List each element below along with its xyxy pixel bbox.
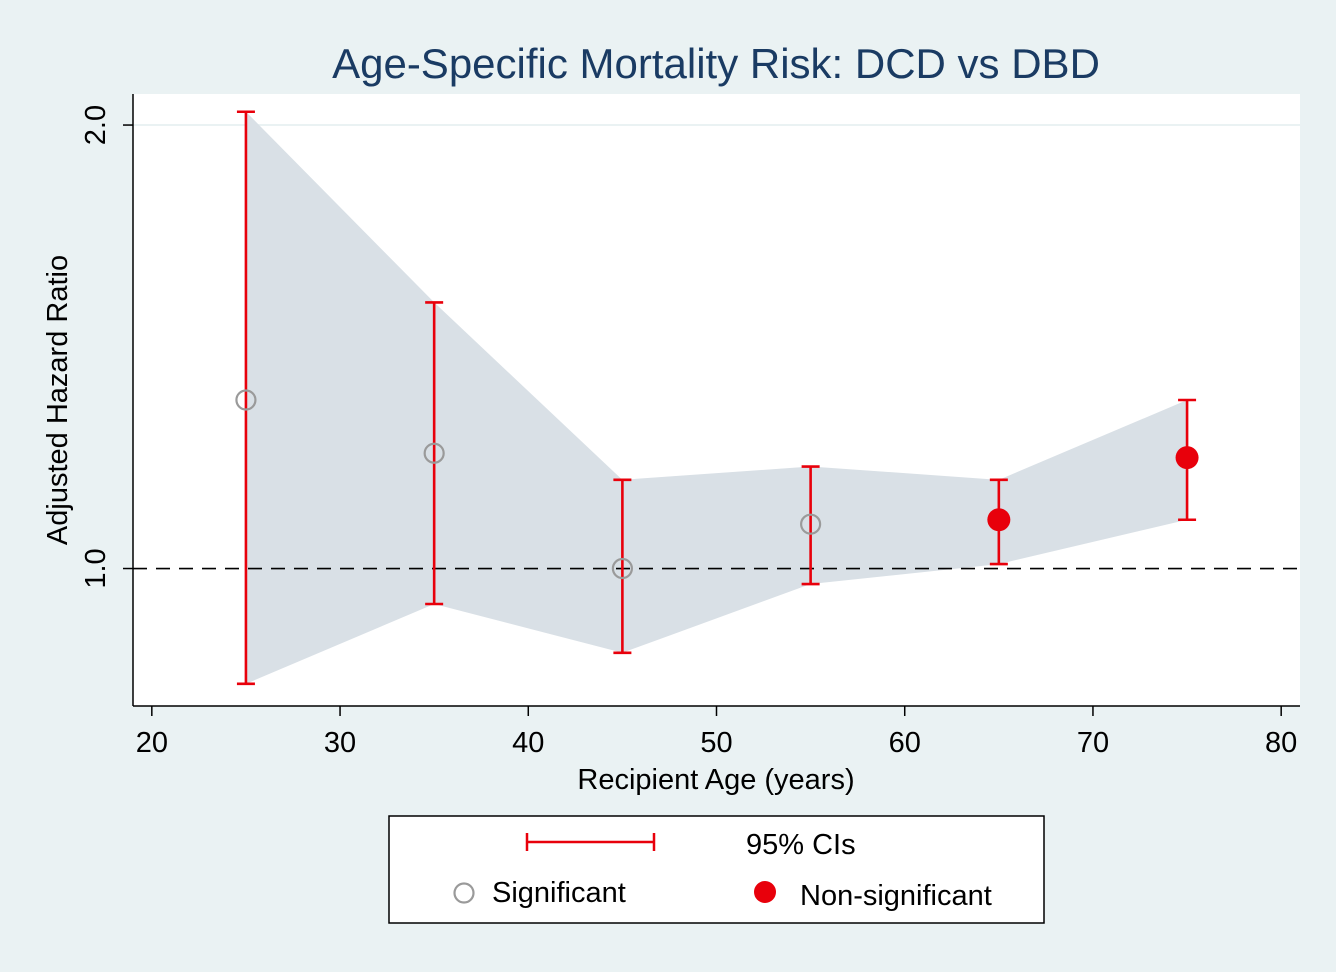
point-nonsignificant — [987, 508, 1011, 532]
x-axis-label: Recipient Age (years) — [577, 764, 854, 796]
point-significant — [423, 442, 445, 464]
x-tick-label: 70 — [1077, 727, 1109, 759]
ci-bar — [613, 478, 632, 655]
point-nonsignificant — [1175, 446, 1199, 470]
x-tick-label: 40 — [512, 727, 544, 759]
legend-ci-label: 95% CIs — [746, 829, 856, 861]
point-layer — [235, 389, 1199, 580]
ci-bar — [801, 465, 820, 586]
chart-title: Age-Specific Mortality Risk: DCD vs DBD — [332, 40, 1100, 87]
y-tick-label: 2.0 — [80, 105, 112, 145]
legend-significant-label: Significant — [492, 877, 626, 909]
ci-band-layer — [245, 111, 1188, 684]
x-tick-label: 60 — [889, 727, 921, 759]
legend-box — [388, 815, 1045, 924]
x-tick-layer: 20 30 40 50 60 70 80 — [136, 706, 1297, 759]
x-tick-label: 20 — [136, 727, 168, 759]
ci-layer — [236, 110, 1197, 686]
legend-nonsignificant-label: Non-significant — [800, 880, 992, 912]
legend: 95% CIs Significant Non-significant — [388, 815, 1045, 924]
point-significant — [235, 389, 257, 411]
legend-ci-symbol — [525, 833, 656, 851]
y-axis-label: Adjusted Hazard Ratio — [42, 255, 74, 545]
ci-bar — [425, 301, 444, 606]
x-tick-label: 50 — [700, 727, 732, 759]
y-tick-layer: 1.0 2.0 — [80, 105, 133, 589]
point-significant — [800, 513, 822, 535]
point-significant — [611, 557, 633, 580]
y-tick-label: 1.0 — [80, 548, 112, 588]
x-tick-label: 80 — [1265, 727, 1297, 759]
x-tick-label: 30 — [324, 727, 356, 759]
legend-nonsignificant-marker — [754, 881, 776, 903]
legend-significant-marker — [453, 882, 475, 904]
ci-band — [245, 111, 1188, 684]
ci-bar — [236, 110, 255, 686]
